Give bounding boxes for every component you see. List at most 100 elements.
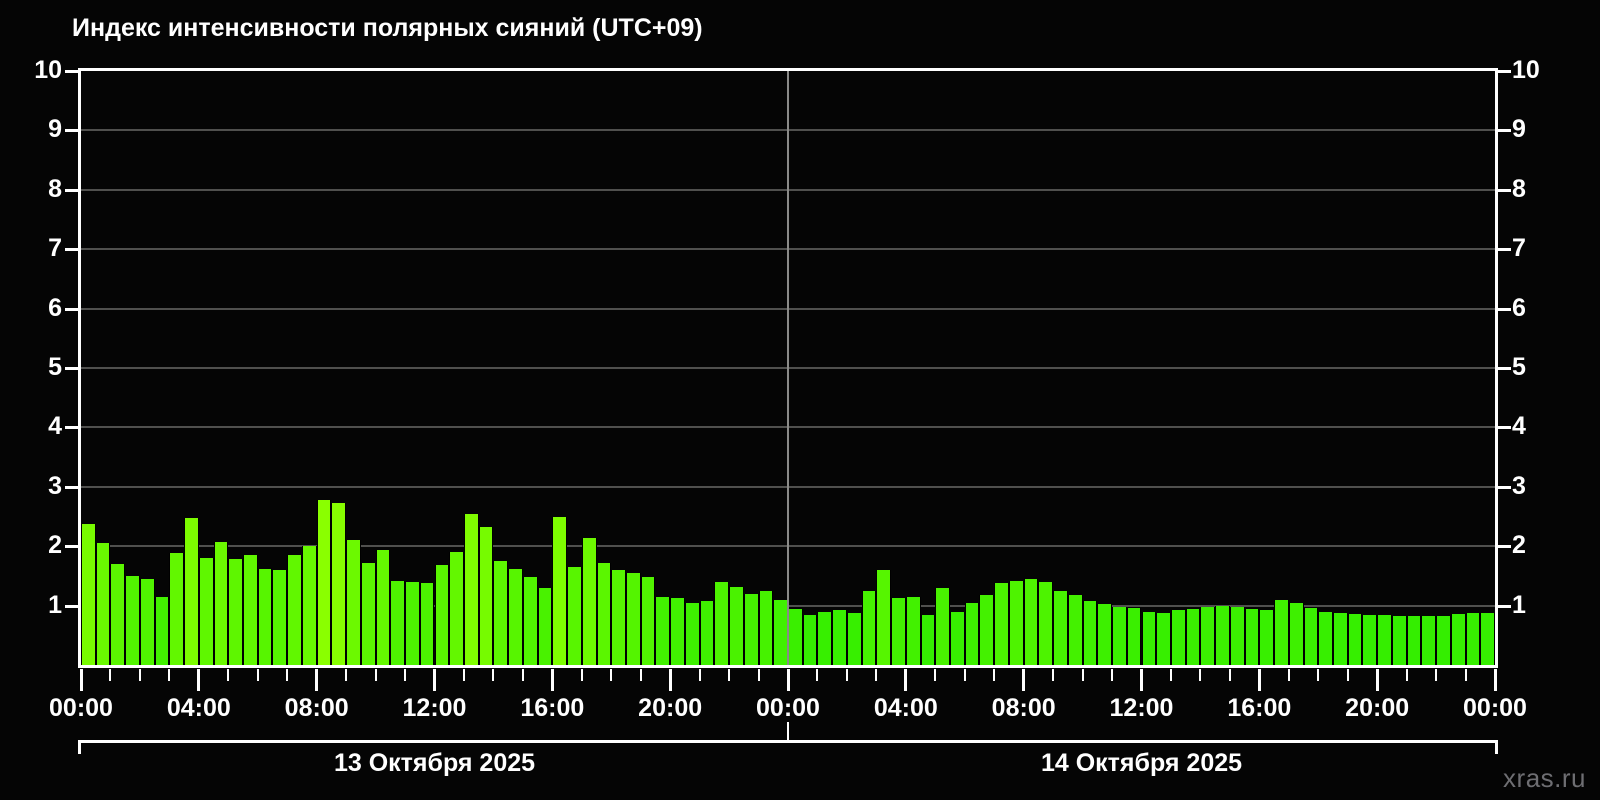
y-label-right-4: 4 [1512, 412, 1526, 441]
bar [1391, 615, 1407, 665]
x-tick-48h [1493, 669, 1497, 691]
bar [640, 577, 656, 665]
day-label-2: 14 Октября 2025 [1040, 749, 1243, 777]
bar [1215, 605, 1230, 665]
x-tick-3h [168, 669, 171, 681]
bar [655, 596, 671, 665]
y-label-right-1: 1 [1512, 590, 1526, 619]
y-tick-right-3 [1498, 485, 1511, 489]
y-label-right-3: 3 [1512, 471, 1526, 500]
bar [463, 513, 479, 665]
bar [905, 596, 921, 665]
bar [508, 568, 523, 665]
y-tick-left-8 [65, 188, 78, 192]
y-tick-left-5 [65, 367, 78, 370]
x-label-2000: 20:00 [1345, 694, 1410, 722]
y-label-right-8: 8 [1512, 174, 1526, 203]
bar [625, 572, 641, 665]
y-tick-right-4 [1498, 426, 1511, 430]
bar [478, 527, 494, 665]
y-tick-right-9 [1498, 129, 1511, 133]
x-tick-34h [1081, 669, 1084, 681]
y-label-right-10: 10 [1512, 56, 1540, 84]
bar [935, 587, 950, 665]
x-tick-1h [109, 669, 112, 681]
bar [95, 543, 111, 665]
x-label-0800: 08:00 [991, 694, 1056, 722]
chart-title: Индекс интенсивности полярных сияний (UT… [72, 14, 703, 42]
bar [169, 553, 185, 665]
x-label-0400: 04:00 [166, 694, 231, 722]
bar [979, 594, 995, 665]
bar [876, 569, 892, 665]
x-tick-33h [1052, 669, 1055, 681]
y-tick-right-7 [1498, 248, 1511, 252]
y-label-left-1: 1 [48, 590, 62, 619]
bar [1303, 607, 1319, 665]
bar [228, 559, 243, 665]
x-tick-39h [1228, 669, 1231, 681]
x-tick-16h [550, 669, 554, 691]
bar [154, 596, 170, 665]
y-tick-right-6 [1498, 307, 1511, 311]
bar [670, 598, 685, 665]
bar [1332, 612, 1348, 665]
bar [861, 591, 877, 665]
y-label-right-5: 5 [1512, 353, 1526, 381]
y-tick-left-3 [65, 485, 78, 489]
y-tick-right-5 [1498, 367, 1511, 370]
day-label-1: 13 Октября 2025 [333, 749, 536, 777]
x-tick-18h [610, 669, 613, 681]
x-tick-36h [1140, 669, 1143, 691]
bar [331, 503, 347, 665]
y-label-left-5: 5 [48, 353, 62, 381]
day-axis-line [78, 740, 1498, 743]
x-tick-7h [286, 669, 289, 681]
x-tick-40h [1257, 669, 1261, 691]
x-label-0000: 00:00 [1463, 694, 1527, 722]
x-label-0000: 00:00 [756, 694, 820, 722]
x-tick-6h [256, 669, 259, 681]
bar [1023, 579, 1039, 665]
x-tick-31h [993, 669, 996, 681]
x-label-2000: 20:00 [638, 694, 703, 722]
y-label-right-9: 9 [1512, 115, 1526, 144]
bar [611, 569, 626, 665]
bar [788, 608, 803, 665]
y-label-left-10: 10 [34, 56, 62, 84]
watermark: xras.ru [1503, 763, 1586, 793]
bar [920, 614, 936, 665]
bar [1170, 610, 1186, 665]
y-label-left-2: 2 [48, 531, 62, 560]
bar [81, 524, 96, 665]
bar [405, 581, 420, 665]
bar [257, 568, 273, 665]
day-axis-cap-left [78, 740, 81, 754]
plot-area [78, 68, 1498, 668]
bar [832, 610, 847, 665]
bar [758, 591, 774, 665]
bar [287, 555, 302, 665]
y-label-left-3: 3 [48, 471, 62, 500]
y-tick-right-8 [1498, 188, 1511, 192]
x-tick-41h [1287, 669, 1290, 681]
bar [1480, 613, 1495, 665]
x-tick-21h [698, 669, 701, 681]
bar [891, 597, 906, 665]
y-tick-left-7 [65, 248, 78, 252]
bar [1112, 606, 1127, 665]
x-tick-27h [875, 669, 878, 681]
day-divider [787, 71, 789, 665]
x-tick-25h [816, 669, 819, 681]
x-tick-47h [1464, 669, 1467, 681]
x-tick-17h [580, 669, 583, 681]
bar [729, 586, 744, 665]
bar [817, 611, 833, 665]
bar [390, 580, 406, 665]
bar [1097, 604, 1113, 665]
bar [773, 599, 788, 665]
day-axis-midnight-tick [787, 722, 789, 740]
x-tick-30h [963, 669, 966, 681]
x-label-0400: 04:00 [873, 694, 938, 722]
